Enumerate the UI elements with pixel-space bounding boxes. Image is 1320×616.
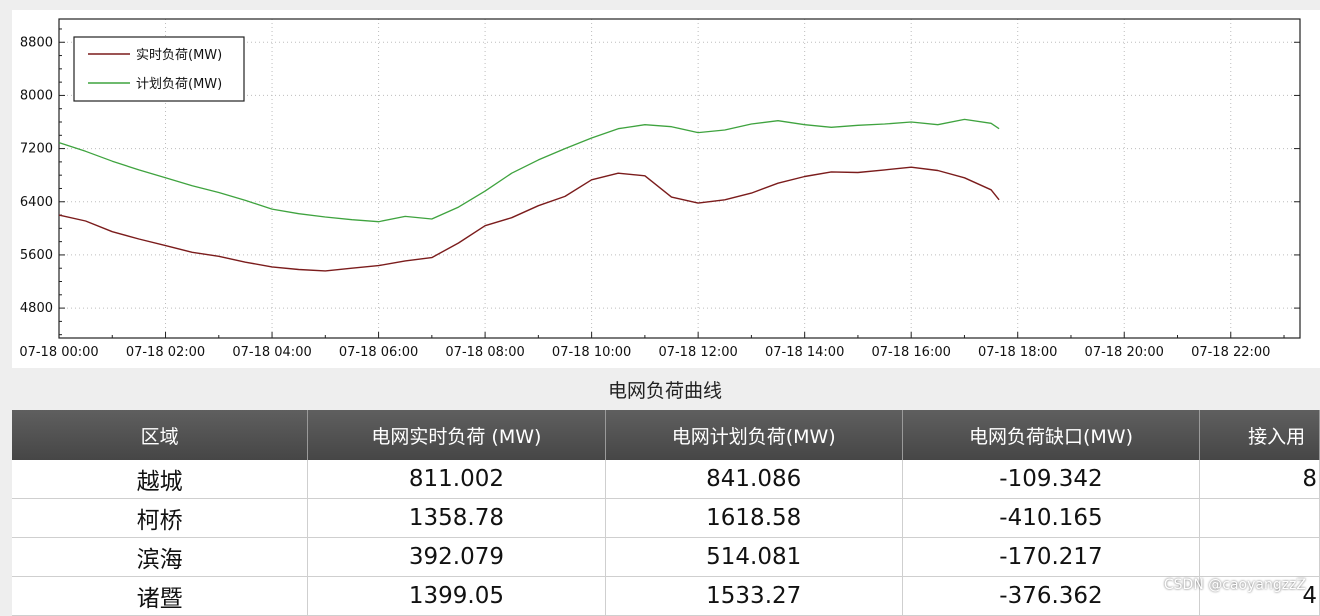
- legend-label: 实时负荷(MW): [136, 48, 222, 63]
- x-tick-label: 07-18 20:00: [1085, 345, 1164, 360]
- x-tick-label: 07-18 04:00: [232, 345, 311, 360]
- x-tick-label: 07-18 14:00: [765, 345, 844, 360]
- x-tick-label: 07-18 16:00: [872, 345, 951, 360]
- series-line-planned: [58, 118, 1000, 223]
- plot-frame: [58, 18, 1301, 339]
- cell-realtime-load: 1358.78: [307, 498, 606, 538]
- cell-realtime-load: 811.002: [307, 460, 606, 499]
- load-chart: 4800 5600 6400 7200 8000 8800 07-18 00:00 07-18…: [19, 18, 1301, 360]
- x-tick-label: 07-18 00:00: [19, 345, 98, 360]
- cell-region: 越城: [12, 460, 309, 499]
- table-row[interactable]: 柯桥 1358.78 1618.58 -410.165: [12, 498, 1320, 538]
- cell-load-gap: -410.165: [902, 498, 1201, 538]
- cell-load-gap: -376.362: [902, 576, 1201, 616]
- cell-load-gap: -109.342: [902, 460, 1201, 499]
- cell-region: 柯桥: [12, 498, 309, 538]
- cell-region: 滨海: [12, 537, 309, 577]
- cell-region: 诸暨: [12, 576, 309, 616]
- cell-planned-load: 841.086: [605, 460, 903, 499]
- y-tick-label: 5600: [20, 248, 53, 263]
- header-planned-load[interactable]: 电网计划负荷(MW): [605, 410, 903, 460]
- table-header-row: 区域 电网实时负荷 (MW) 电网计划负荷(MW) 电网负荷缺口(MW) 接入用: [12, 410, 1320, 460]
- chart-caption: 电网负荷曲线: [607, 380, 722, 402]
- series-line-realtime: [58, 166, 1000, 272]
- y-tick-label: 4800: [20, 301, 53, 316]
- header-load-gap[interactable]: 电网负荷缺口(MW): [902, 410, 1201, 460]
- load-table: 区域 电网实时负荷 (MW) 电网计划负荷(MW) 电网负荷缺口(MW) 接入用…: [12, 410, 1320, 616]
- cell-realtime-load: 1399.05: [307, 576, 606, 616]
- table-row[interactable]: 滨海 392.079 514.081 -170.217: [12, 537, 1320, 577]
- legend-box: [73, 36, 245, 102]
- cell-access: [1199, 498, 1320, 538]
- y-tick-label: 7200: [20, 142, 53, 157]
- x-tick-label: 07-18 10:00: [552, 345, 631, 360]
- table-row[interactable]: 越城 811.002 841.086 -109.342 8: [12, 460, 1320, 499]
- x-tick-label: 07-18 02:00: [126, 345, 205, 360]
- cell-planned-load: 1533.27: [605, 576, 903, 616]
- x-tick-label: 07-18 18:00: [978, 345, 1057, 360]
- watermark: CSDN @caoyangzzZ: [1163, 577, 1306, 593]
- y-tick-label: 8800: [20, 35, 53, 50]
- cell-access: [1199, 537, 1320, 577]
- header-realtime-load[interactable]: 电网实时负荷 (MW): [307, 410, 606, 460]
- x-tick-label: 07-18 22:00: [1191, 345, 1270, 360]
- chart-panel: 4800 5600 6400 7200 8000 8800 07-18 00:00 07-18…: [12, 10, 1320, 368]
- cell-planned-load: 1618.58: [605, 498, 903, 538]
- y-tick-label: 6400: [20, 195, 53, 210]
- cell-load-gap: -170.217: [902, 537, 1201, 577]
- header-access[interactable]: 接入用: [1199, 410, 1320, 460]
- cell-access: 8: [1199, 460, 1320, 499]
- cell-planned-load: 514.081: [605, 537, 903, 577]
- x-tick-label: 07-18 08:00: [445, 345, 524, 360]
- header-region[interactable]: 区域: [12, 410, 309, 460]
- legend-label: 计划负荷(MW): [136, 77, 222, 92]
- cell-realtime-load: 392.079: [307, 537, 606, 577]
- x-tick-label: 07-18 12:00: [658, 345, 737, 360]
- x-tick-label: 07-18 06:00: [339, 345, 418, 360]
- table-row[interactable]: 诸暨 1399.05 1533.27 -376.362 4: [12, 576, 1320, 616]
- y-tick-label: 8000: [20, 88, 53, 103]
